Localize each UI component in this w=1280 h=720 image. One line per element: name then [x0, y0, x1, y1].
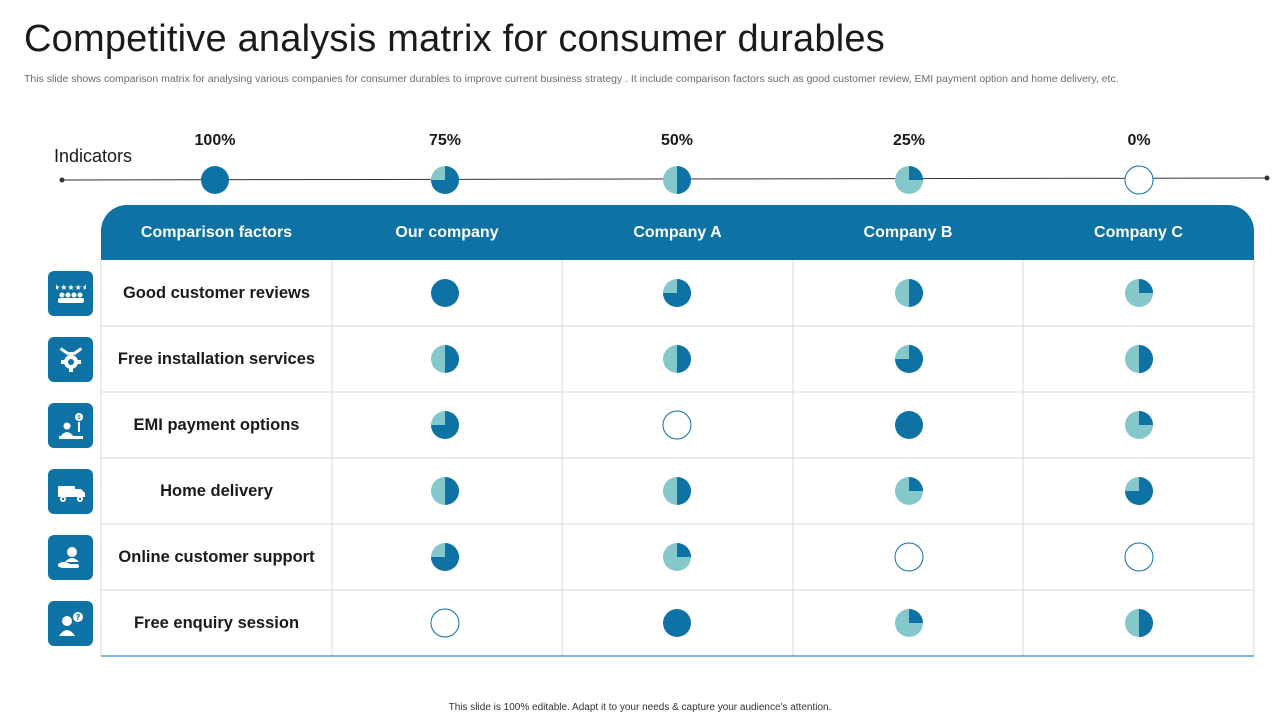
rating-pie [430, 608, 460, 638]
svg-text:$: $ [77, 414, 81, 421]
row-factor-label: EMI payment options [133, 415, 300, 434]
header-company-a: Company A [633, 224, 722, 241]
rating-pie [894, 542, 924, 572]
rating-pie [1124, 542, 1154, 572]
rating-pie [430, 278, 460, 308]
rating-pie [662, 476, 692, 506]
header-company-b: Company B [863, 224, 953, 241]
rating-pie [894, 344, 924, 374]
row-factor-label: Good customer reviews [122, 283, 311, 302]
indicators-label: Indicators [54, 146, 133, 166]
rating-pie [1124, 410, 1154, 440]
payment-person-icon: $ [48, 403, 93, 448]
rating-pie [1124, 608, 1154, 638]
rating-stars-people-icon: ★★★★★ [48, 271, 93, 316]
rating-pie [430, 344, 460, 374]
indicator-label: 50% [660, 132, 694, 149]
enquiry-person-icon: ? [48, 601, 93, 646]
row-factor-label: Free installation services [117, 349, 316, 368]
indicator-label: 25% [892, 132, 926, 149]
header-our-company: Our company [395, 224, 499, 241]
rating-pie [1124, 278, 1154, 308]
rating-pie [430, 542, 460, 572]
support-hand-icon [48, 535, 93, 580]
indicator-pie [894, 165, 924, 195]
slide-title: Competitive analysis matrix for consumer… [24, 18, 885, 60]
rating-pie [894, 476, 924, 506]
header-company-c: Company C [1094, 224, 1183, 241]
indicator-label: 75% [428, 132, 462, 149]
footer-note: This slide is 100% editable. Adapt it to… [448, 702, 832, 713]
rating-pie [662, 344, 692, 374]
rating-pie [894, 608, 924, 638]
delivery-truck-icon [48, 469, 93, 514]
indicator-pie [200, 165, 230, 195]
rating-pie [662, 278, 692, 308]
rating-pie [662, 410, 692, 440]
rating-pie [1124, 476, 1154, 506]
wrench-gear-icon [48, 337, 93, 382]
rating-pie [430, 410, 460, 440]
slide-subtitle: This slide shows comparison matrix for a… [24, 73, 1119, 85]
svg-text:★★★★★: ★★★★★ [56, 283, 86, 292]
row-factor-label: Free enquiry session [133, 613, 300, 632]
indicator-pie [430, 165, 460, 195]
rating-pie [430, 476, 460, 506]
row-factor-label: Home delivery [160, 481, 273, 500]
rating-pie [662, 608, 692, 638]
table-header [101, 205, 1254, 260]
rating-pie [662, 542, 692, 572]
header-comparison-factors: Comparison factors [140, 224, 293, 241]
indicator-label: 100% [194, 132, 236, 149]
indicator-pie [1124, 165, 1154, 195]
row-factor-label: Online customer support [118, 547, 315, 566]
rating-pie [894, 278, 924, 308]
indicator-pie [662, 165, 692, 195]
indicator-label: 0% [1127, 132, 1151, 149]
rating-pie [1124, 344, 1154, 374]
rating-pie [894, 410, 924, 440]
svg-text:?: ? [75, 613, 80, 622]
